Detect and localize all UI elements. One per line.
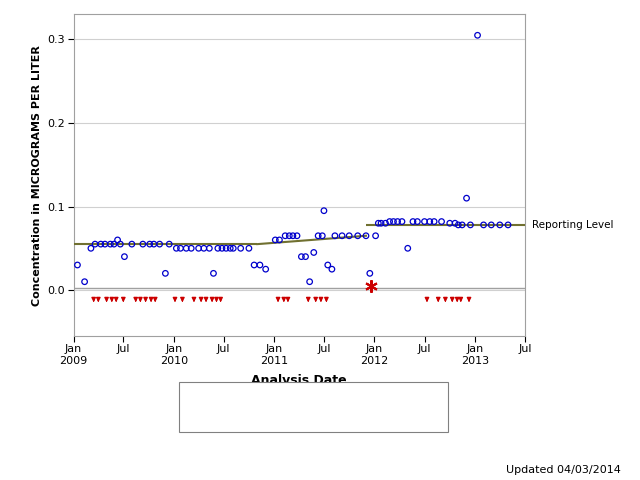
Point xyxy=(193,244,204,252)
Point xyxy=(154,240,164,248)
Point xyxy=(365,269,375,277)
Point xyxy=(445,219,455,227)
Point xyxy=(424,218,435,226)
Point xyxy=(275,236,285,244)
Point xyxy=(217,244,227,252)
Point xyxy=(412,218,422,226)
Point xyxy=(376,219,386,227)
Point xyxy=(172,244,182,252)
Point xyxy=(296,253,307,261)
Point xyxy=(397,218,407,226)
Point xyxy=(373,219,383,227)
Point xyxy=(317,232,328,240)
Point xyxy=(323,261,333,269)
Point xyxy=(127,240,137,248)
Point xyxy=(72,261,83,269)
Text: False Negative: False Negative xyxy=(197,418,279,428)
Point xyxy=(313,232,323,240)
Point xyxy=(244,244,254,252)
Text: Reporting Level: Reporting Level xyxy=(532,220,613,230)
Point xyxy=(429,218,439,226)
Point xyxy=(344,232,355,240)
Text: Lab Value: Lab Value xyxy=(197,406,252,416)
Point xyxy=(186,244,196,252)
Point xyxy=(479,221,489,229)
Point xyxy=(221,244,231,252)
Point xyxy=(392,218,403,226)
Point xyxy=(115,240,125,248)
Point xyxy=(138,240,148,248)
Point xyxy=(453,221,463,229)
Point xyxy=(408,218,418,226)
Point xyxy=(308,249,319,256)
Text: o: o xyxy=(189,406,196,416)
Point xyxy=(199,244,209,252)
Text: Updated 04/03/2014: Updated 04/03/2014 xyxy=(506,465,621,475)
Point xyxy=(145,240,155,248)
Point xyxy=(461,194,472,202)
Point xyxy=(260,265,271,273)
Point xyxy=(106,240,116,248)
Point xyxy=(90,240,100,248)
Point xyxy=(403,244,413,252)
Point xyxy=(353,232,363,240)
Point xyxy=(419,218,429,226)
Point xyxy=(486,221,497,229)
Point xyxy=(371,232,381,240)
Point xyxy=(236,244,246,252)
Point xyxy=(465,221,476,229)
Text: False Positive: False Positive xyxy=(325,406,399,416)
Point xyxy=(113,236,123,244)
Point xyxy=(284,232,294,240)
Point xyxy=(330,232,340,240)
Point xyxy=(288,232,298,240)
Point xyxy=(228,244,238,252)
Point xyxy=(79,278,90,286)
Point xyxy=(361,232,371,240)
Point xyxy=(164,240,174,248)
Point xyxy=(204,244,214,252)
Point xyxy=(436,218,447,226)
Point xyxy=(385,218,395,226)
Point xyxy=(255,261,265,269)
Point xyxy=(225,244,236,252)
Point xyxy=(337,232,347,240)
Point xyxy=(160,269,170,277)
Point xyxy=(209,269,219,277)
Point xyxy=(388,218,399,226)
Y-axis label: Concentration in MICROGRAMS PER LITER: Concentration in MICROGRAMS PER LITER xyxy=(32,45,42,306)
Point xyxy=(305,278,315,286)
Point xyxy=(86,244,96,252)
Point xyxy=(280,232,291,240)
Point xyxy=(148,240,159,248)
Point xyxy=(495,221,505,229)
Point xyxy=(450,219,460,227)
Point xyxy=(249,261,259,269)
Point xyxy=(100,240,110,248)
Point xyxy=(109,240,119,248)
Point xyxy=(327,265,337,273)
Point xyxy=(300,253,310,261)
Point xyxy=(319,207,329,215)
X-axis label: Analysis Date: Analysis Date xyxy=(252,374,347,387)
Point xyxy=(457,221,467,229)
Point xyxy=(380,219,390,227)
Point xyxy=(292,232,302,240)
Text: ↓: ↓ xyxy=(189,418,198,428)
Point xyxy=(270,236,280,244)
Point xyxy=(181,244,191,252)
Point xyxy=(503,221,513,229)
Point xyxy=(212,244,223,252)
Text: Plot Symbols:: Plot Symbols: xyxy=(268,390,359,403)
Point xyxy=(96,240,106,248)
Point xyxy=(119,253,129,261)
Point xyxy=(472,32,483,39)
Point xyxy=(175,244,186,252)
Text: *: * xyxy=(317,406,323,419)
